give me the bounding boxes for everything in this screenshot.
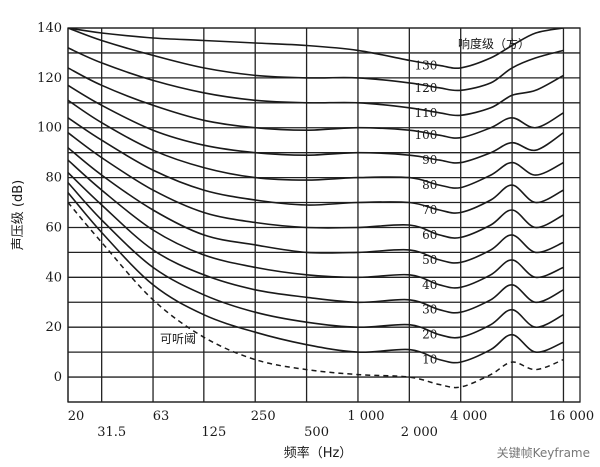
phon-label-40: 40 bbox=[422, 278, 437, 292]
x-tick-label: 20 bbox=[68, 409, 85, 424]
loudness-curve-120 bbox=[68, 28, 564, 92]
phon-label-130: 130 bbox=[414, 58, 437, 72]
phon-label-60: 60 bbox=[422, 228, 437, 242]
loudness-curve-40 bbox=[68, 159, 564, 289]
x-tick-label: 63 bbox=[153, 409, 170, 424]
phon-label-90: 90 bbox=[422, 153, 437, 167]
x-tick-label: 31.5 bbox=[97, 425, 126, 440]
loudness-curve-50 bbox=[68, 147, 564, 264]
x-tick-label: 2 000 bbox=[401, 425, 438, 440]
loudness-curve-20 bbox=[68, 182, 564, 339]
y-tick-label: 120 bbox=[37, 71, 62, 86]
tick-labels: 0 20 40 60 80 100 120 140 20 63 250 1 000 4 000 16 00… bbox=[37, 21, 594, 440]
loudness-curve-70 bbox=[68, 117, 564, 214]
y-tick-label: 140 bbox=[37, 21, 62, 36]
phon-label-30: 30 bbox=[422, 303, 437, 317]
loudness-curve-100 bbox=[68, 67, 564, 139]
phon-label-70: 70 bbox=[422, 203, 437, 217]
loudness-curve-30 bbox=[68, 172, 564, 314]
loudness-curve-60 bbox=[68, 132, 564, 239]
x-tick-label: 1 000 bbox=[347, 409, 384, 424]
phon-label-100: 100 bbox=[414, 128, 437, 142]
y-tick-label: 100 bbox=[37, 121, 62, 136]
loudness-curve-10 bbox=[68, 192, 564, 364]
phon-label-80: 80 bbox=[422, 178, 437, 192]
loudness-curve-130 bbox=[68, 28, 564, 69]
loudness-curve-110 bbox=[68, 47, 564, 117]
y-tick-label: 20 bbox=[45, 320, 62, 335]
loudness-curve-80 bbox=[68, 99, 564, 189]
phon-label-50: 50 bbox=[422, 253, 437, 267]
loudness-curves: 130 120 110 100 90 80 70 60 50 40 30 20 10 bbox=[68, 28, 564, 389]
y-tick-label: 60 bbox=[45, 220, 62, 235]
x-tick-label: 500 bbox=[304, 425, 329, 440]
y-axis-label: 声压级 (dB) bbox=[11, 180, 26, 250]
x-axis-label: 频率（Hz） bbox=[284, 445, 353, 461]
threshold-label: 可听阈 bbox=[160, 331, 196, 346]
x-tick-label: 125 bbox=[201, 425, 226, 440]
legend-title: 响度级（方） bbox=[458, 36, 530, 51]
hearing-threshold-curve bbox=[68, 202, 564, 389]
phon-label-20: 20 bbox=[422, 328, 437, 342]
y-tick-label: 0 bbox=[54, 370, 62, 385]
x-tick-label: 4 000 bbox=[450, 409, 487, 424]
phon-label-10: 10 bbox=[422, 353, 437, 367]
x-tick-label: 250 bbox=[251, 409, 276, 424]
watermark: 关键帧Keyframe bbox=[496, 446, 590, 460]
y-tick-label: 40 bbox=[45, 270, 62, 285]
y-tick-label: 80 bbox=[45, 171, 62, 186]
loudness-curve-90 bbox=[68, 84, 564, 164]
x-tick-label: 16 000 bbox=[549, 409, 595, 424]
phon-label-110: 110 bbox=[414, 106, 437, 120]
phon-label-120: 120 bbox=[414, 81, 437, 95]
